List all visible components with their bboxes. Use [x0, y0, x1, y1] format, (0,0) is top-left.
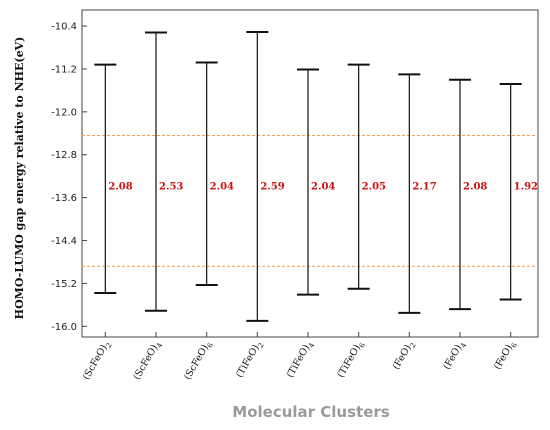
range-bar: 2.17 [398, 73, 437, 314]
gap-label: 2.53 [159, 182, 183, 193]
x-category-label: (TiFeO)6 [335, 339, 367, 381]
range-bar: 2.59 [246, 30, 285, 322]
range-bar: 1.92 [499, 82, 538, 301]
x-category-label: (ScFeO)2 [81, 339, 114, 383]
gap-label: 2.08 [463, 182, 487, 193]
y-tick-label: -15.2 [51, 279, 77, 290]
x-axis: (ScFeO)2 (ScFeO)4 (ScFeO)6 (TiFeO)2 (TiFeO)4… [81, 339, 519, 383]
range-bar: 2.05 [347, 63, 386, 290]
range-bar: 2.04 [297, 68, 335, 296]
x-category-label: (ScFeO)6 [182, 339, 215, 383]
x-category-label: (TiFeO)2 [234, 339, 266, 381]
range-bars: 2.08 2.53 2.04 2.59 2.04 2.05 2.17 2.08 1.92 [94, 30, 538, 337]
y-axis-title: HOMO-LUMO gap energy relative to NHE(eV) [13, 37, 26, 320]
gap-label: 2.04 [210, 182, 234, 193]
x-category-label: (FeO)2 [391, 339, 418, 373]
y-tick-label: -13.6 [51, 193, 77, 204]
gap-label: 2.08 [108, 182, 132, 193]
gap-label: 2.04 [311, 182, 335, 193]
x-axis-title: Molecular Clusters [232, 403, 389, 421]
range-bar: 2.04 [195, 61, 234, 287]
y-tick-label: -12.0 [51, 107, 77, 118]
range-bar: 2.08 [94, 63, 133, 295]
plot-frame [81, 9, 539, 338]
x-category-label: (ScFeO)4 [131, 339, 164, 383]
range-bar: 2.08 [449, 78, 487, 311]
y-tick-label: -12.8 [51, 150, 77, 161]
gap-label: 2.05 [362, 182, 386, 193]
x-category-label: (FeO)4 [441, 339, 468, 373]
gap-label: 1.92 [514, 182, 538, 193]
x-category-label: (TiFeO)4 [285, 339, 317, 381]
y-axis: -10.4 -11.2 -12.0 -12.8 -13.6 -14.4 -15.2 -16.0 [51, 22, 87, 333]
gap-label: 2.59 [260, 182, 284, 193]
y-tick-label: -11.2 [51, 64, 77, 75]
y-tick-label: -14.4 [51, 236, 77, 247]
y-tick-label: -16.0 [51, 322, 77, 333]
reference-lines [82, 134, 538, 267]
range-bar: 2.53 [145, 31, 183, 312]
gap-label: 2.17 [412, 182, 436, 193]
x-category-label: (FeO)6 [492, 339, 519, 373]
y-tick-label: -10.4 [51, 22, 77, 33]
